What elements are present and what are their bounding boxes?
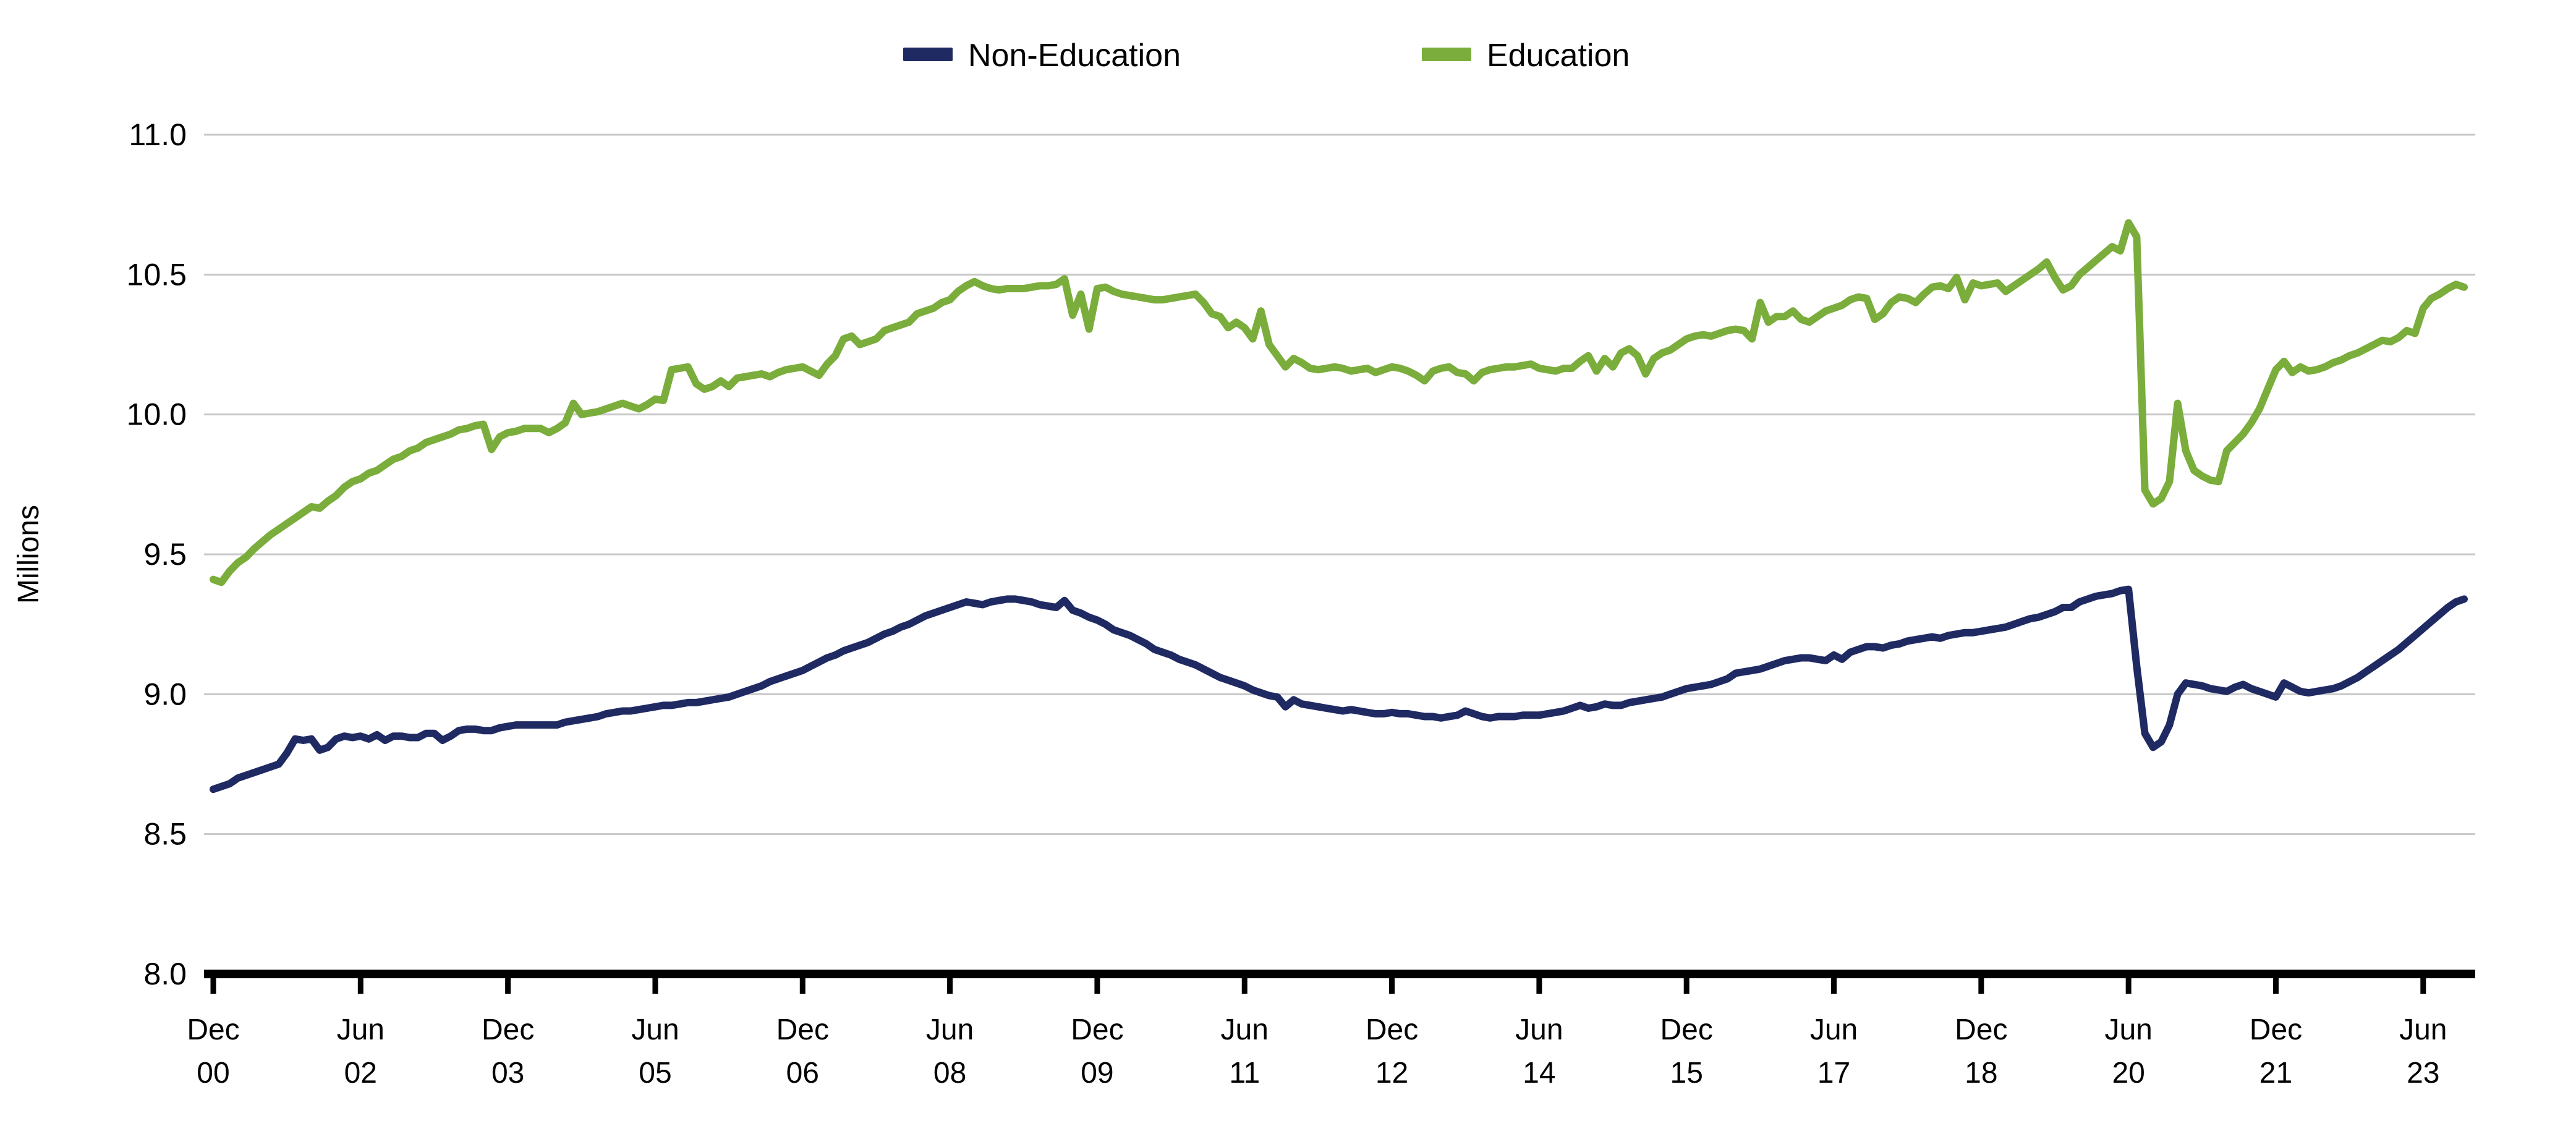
x-tick-label-year-dec21: 21 bbox=[2259, 1057, 2292, 1090]
x-tick-label-year-jun11: 11 bbox=[1229, 1057, 1260, 1090]
x-tick-label-month-jun08: Jun bbox=[926, 1013, 974, 1046]
x-tick-label-year-dec09: 09 bbox=[1081, 1057, 1113, 1090]
legend: Non-Education Education bbox=[903, 38, 1630, 74]
y-tick-label-10.5: 10.5 bbox=[127, 257, 187, 292]
y-axis-title: Millions bbox=[12, 505, 45, 604]
x-tick-label-year-jun02: 02 bbox=[344, 1057, 377, 1090]
series-line-education bbox=[210, 219, 2468, 586]
y-tick-label-11.0: 11.0 bbox=[129, 117, 187, 152]
x-tick-label-month-dec12: Dec bbox=[1366, 1013, 1418, 1046]
y-tick-label-9.5: 9.5 bbox=[143, 537, 187, 572]
y-tick-label-8.5: 8.5 bbox=[143, 817, 187, 852]
x-tick-label-month-jun17: Jun bbox=[1810, 1013, 1858, 1046]
x-tick-label-month-dec00: Dec bbox=[187, 1013, 239, 1046]
y-tick-label-8.0: 8.0 bbox=[143, 957, 187, 991]
x-tick-label-month-jun14: Jun bbox=[1515, 1013, 1563, 1046]
legend-label-education: Education bbox=[1487, 38, 1630, 74]
series-line-non-education bbox=[210, 585, 2468, 793]
x-tick-label-month-jun02: Jun bbox=[337, 1013, 385, 1046]
x-tick-label-year-jun14: 14 bbox=[1523, 1057, 1555, 1090]
x-tick-label-month-dec21: Dec bbox=[2250, 1013, 2302, 1046]
legend-label-non-education: Non-Education bbox=[968, 38, 1181, 74]
x-tick-label-year-dec06: 06 bbox=[786, 1057, 819, 1090]
x-tick-label-year-jun20: 20 bbox=[2112, 1057, 2145, 1090]
x-tick-label-month-jun23: Jun bbox=[2399, 1013, 2447, 1046]
x-tick-label-month-jun11: Jun bbox=[1221, 1013, 1269, 1046]
y-tick-label-9.0: 9.0 bbox=[143, 677, 187, 711]
x-tick-label-month-dec18: Dec bbox=[1955, 1013, 2007, 1046]
x-tick-label-year-jun23: 23 bbox=[2407, 1057, 2439, 1090]
x-tick-label-year-jun17: 17 bbox=[1817, 1057, 1850, 1090]
x-tick-labels: Dec 00 Jun 02 Dec 03 Jun 05 Dec 06 Jun 08 Dec 09 Jun 11… bbox=[187, 1013, 2447, 1090]
x-tick-label-month-dec03: Dec bbox=[482, 1013, 534, 1046]
x-tick-label-year-dec00: 00 bbox=[197, 1057, 229, 1090]
x-tick-label-year-dec15: 15 bbox=[1670, 1057, 1703, 1090]
y-tick-labels: 11.0 10.5 10.0 9.5 9.0 8.5 8.0 bbox=[127, 117, 187, 991]
x-tick-label-year-jun08: 08 bbox=[933, 1057, 966, 1090]
x-tick-label-year-dec18: 18 bbox=[1965, 1057, 1997, 1090]
x-tick-label-month-jun20: Jun bbox=[2104, 1013, 2152, 1046]
x-tick-label-year-dec03: 03 bbox=[491, 1057, 524, 1090]
x-tick-label-year-jun05: 05 bbox=[639, 1057, 671, 1090]
x-tick-label-month-dec15: Dec bbox=[1660, 1013, 1713, 1046]
legend-swatch-education bbox=[1422, 48, 1471, 61]
x-tick-label-year-dec12: 12 bbox=[1375, 1057, 1408, 1090]
series-lines bbox=[210, 219, 2468, 793]
legend-swatch-non-education bbox=[903, 48, 953, 61]
y-tick-label-10.0: 10.0 bbox=[127, 397, 187, 432]
x-tick-label-month-dec06: Dec bbox=[776, 1013, 829, 1046]
x-axis bbox=[204, 970, 2475, 994]
x-tick-label-month-dec09: Dec bbox=[1071, 1013, 1123, 1046]
x-tick-label-month-jun05: Jun bbox=[631, 1013, 679, 1046]
